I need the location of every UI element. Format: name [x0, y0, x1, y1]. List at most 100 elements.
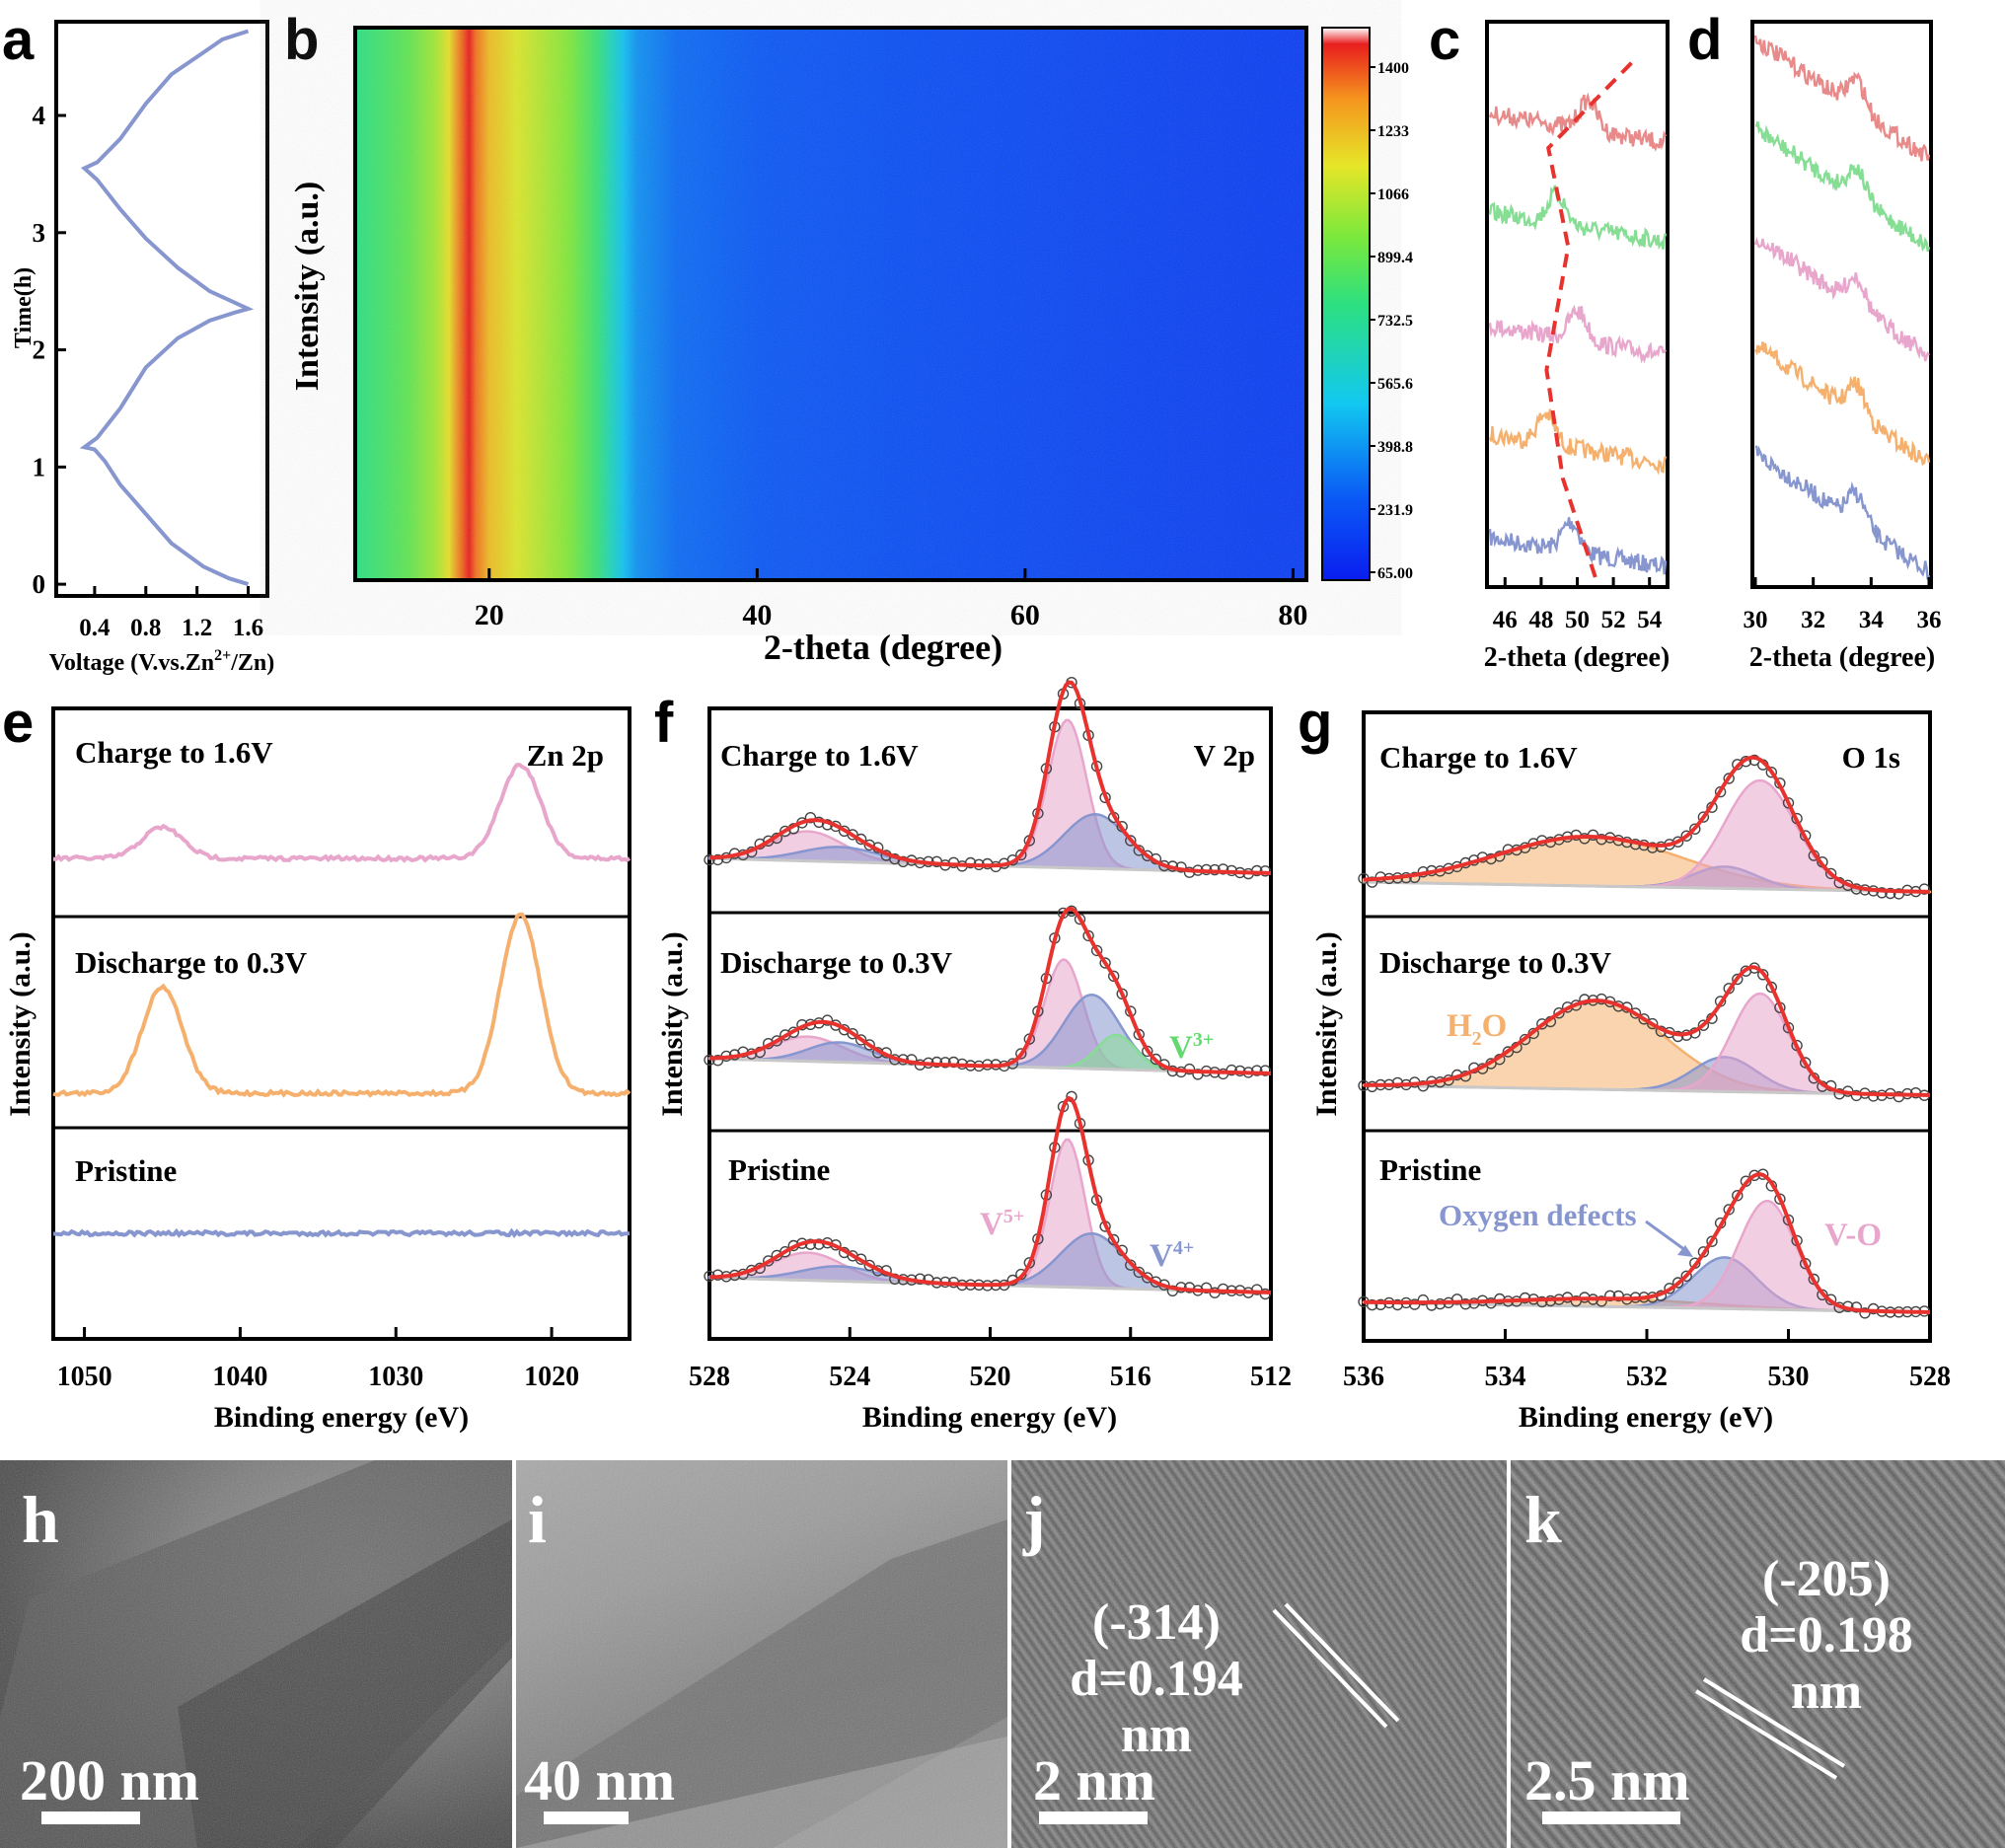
tem-image-j: j (-314) d=0.194 nm 2 nm [1011, 1460, 1507, 1848]
panel-e-x-tick-label: 1030 [368, 1362, 423, 1392]
panel-g-data-point [1366, 1298, 1378, 1311]
panel-f-x-tick-label: 512 [1250, 1362, 1292, 1392]
panel-g-x-tick-label: 530 [1768, 1362, 1810, 1392]
panel-c-x-tick-label: 50 [1565, 607, 1590, 633]
tem-i-letter: i [528, 1482, 547, 1557]
panel-g-data-point [1850, 1301, 1863, 1313]
panel-f-data-point [939, 1057, 951, 1069]
panel-f-labels: Charge to 1.6V Discharge to 0.3V Pristin… [720, 738, 1255, 1274]
panel-f-data-point [1133, 845, 1146, 856]
panel-g-data-point [1918, 883, 1931, 895]
panel-a-y-ticks: 0 1 2 3 4 [33, 101, 66, 599]
tem-j-plane: (-314) [1092, 1594, 1221, 1651]
panel-g-label-pristine: Pristine [1379, 1152, 1481, 1187]
tem-h-letter: h [22, 1482, 59, 1557]
panel-g-data-point [1824, 867, 1837, 880]
panel-g-label-charge: Charge to 1.6V [1379, 740, 1578, 775]
panel-a-ylabel: Time(h) [11, 267, 37, 348]
tem-image-h: h 200 nm [0, 1460, 512, 1848]
tem-j-fringe-line-1 [1272, 1608, 1388, 1729]
panel-f-fit-envelope-3 [708, 1095, 1272, 1294]
panel-g-fit-envelope-3 [1364, 1172, 1931, 1314]
panel-g-data-point [1765, 981, 1778, 994]
panel-f-annotation-v5: V5+ [980, 1206, 1024, 1242]
panel-d-series-blue [1754, 445, 1931, 580]
panel-f-data-point [1217, 863, 1229, 875]
tem-i-texture [516, 1460, 1007, 1848]
panel-d-series-salmon [1753, 35, 1931, 162]
panel-b-colorbar-tick-label: 65.00 [1377, 565, 1413, 582]
panel-c-peak-trace [1544, 57, 1637, 578]
panel-d-x-tick-label: 32 [1801, 607, 1825, 633]
panel-g-data-point [1553, 1006, 1565, 1019]
panel-g-data-point [1782, 797, 1795, 809]
panel-e-label-pristine: Pristine [75, 1153, 177, 1188]
panel-f-data-point [771, 1035, 782, 1047]
panel-f-title: V 2p [1194, 738, 1255, 773]
panel-e-ylabel: Intensity (a.u.) [4, 931, 37, 1117]
panel-b-colorbar-tick-label: 732.5 [1377, 313, 1413, 330]
panel-b-colorbar-tick-label: 231.9 [1377, 502, 1413, 519]
panel-b-x-tick-label: 20 [475, 599, 504, 631]
panel-b-colorbar-tick-label: 398.8 [1377, 439, 1413, 456]
panel-c-x-tick-label: 46 [1493, 607, 1518, 633]
panel-g-data-point [1596, 1295, 1607, 1307]
panel-g-data-point [1417, 1079, 1430, 1092]
panel-c-series-salmon [1488, 92, 1668, 152]
panel-letter-d: d [1687, 8, 1722, 72]
panel-f-data-point [930, 1056, 943, 1069]
panel-g-background-2 [1364, 1083, 1930, 1097]
panel-g-data-point [1459, 1297, 1472, 1310]
tem-j-spacing: d=0.194 nm [1070, 1651, 1243, 1764]
panel-f-data-point [1074, 913, 1086, 925]
panel-c-xlabel: 2-theta (degree) [1484, 642, 1670, 673]
panel-a-x-tick-label: 0.8 [130, 615, 161, 641]
tem-k-scale-label: 2.5 nm [1524, 1748, 1690, 1812]
panel-letter-c: c [1429, 8, 1460, 72]
panel-g-data-point [1638, 1013, 1650, 1025]
panel-g-labels: Charge to 1.6V Discharge to 0.3V Pristin… [1379, 740, 1900, 1253]
panel-d-frame [1750, 20, 1933, 589]
panel-e-curve-1 [53, 763, 631, 863]
tem-k-annotation: (-205) d=0.198 nm [1698, 1551, 1955, 1721]
panel-g-title: O 1s [1842, 740, 1900, 775]
panel-f-fit-envelope-2 [709, 907, 1272, 1075]
tem-k-plane: (-205) [1762, 1551, 1891, 1607]
panel-c-series [1488, 92, 1668, 575]
panel-g-chart: Charge to 1.6V Discharge to 0.3V Pristin… [1310, 710, 1951, 1434]
panel-g-ylabel: Intensity (a.u.) [1310, 931, 1343, 1117]
panel-g-x-tick-label: 536 [1343, 1362, 1384, 1392]
panel-b-x-ticks: 20 40 60 80 [475, 568, 1307, 631]
panel-g-data-point [1671, 1277, 1684, 1289]
panel-g-annotation-vo: V-O [1824, 1218, 1882, 1253]
panel-f-data-point [804, 812, 817, 824]
tem-j-texture [1011, 1460, 1507, 1848]
panel-b-xlabel: 2-theta (degree) [764, 628, 1002, 667]
panel-g-data-point [1646, 842, 1659, 853]
panel-c-frame [1485, 20, 1670, 589]
panel-a-x-ticks: 0.4 0.8 1.2 1.6 [79, 586, 263, 641]
panel-e-curve-3 [52, 1227, 631, 1238]
panel-f-data-point [1107, 970, 1120, 982]
panel-g-defects-arrowhead [1677, 1245, 1693, 1257]
tem-image-i: i 40 nm [516, 1460, 1007, 1848]
panel-g-curves [1358, 754, 1932, 1319]
panel-b-colorbar-ticks: 1400 1233 1066 899.4 732.5 565.6 398.8 231.9 65.… [1370, 60, 1413, 582]
tem-h-scale-bar [41, 1811, 140, 1824]
panel-g-defects-arrow [1645, 1220, 1690, 1255]
panel-a-x-tick-label: 0.4 [79, 615, 111, 641]
panel-g-data-point [1536, 1295, 1548, 1308]
panel-e-x-tick-label: 1040 [212, 1362, 267, 1392]
panel-g-annotation-h2o: H2O [1447, 1008, 1507, 1050]
tem-i-scale-bar [544, 1811, 629, 1824]
panel-g-data-point [1885, 887, 1896, 900]
panel-c-x-tick-label: 54 [1637, 607, 1663, 633]
panel-g-background-1 [1364, 880, 1930, 894]
tem-h-texture [0, 1460, 512, 1848]
panel-letter-f: f [654, 691, 674, 755]
panel-f-data-point [1133, 1266, 1146, 1279]
panel-g-data-point [1417, 1294, 1430, 1306]
panel-d-x-tick-label: 30 [1744, 607, 1768, 633]
panel-letter-a: a [2, 8, 35, 72]
